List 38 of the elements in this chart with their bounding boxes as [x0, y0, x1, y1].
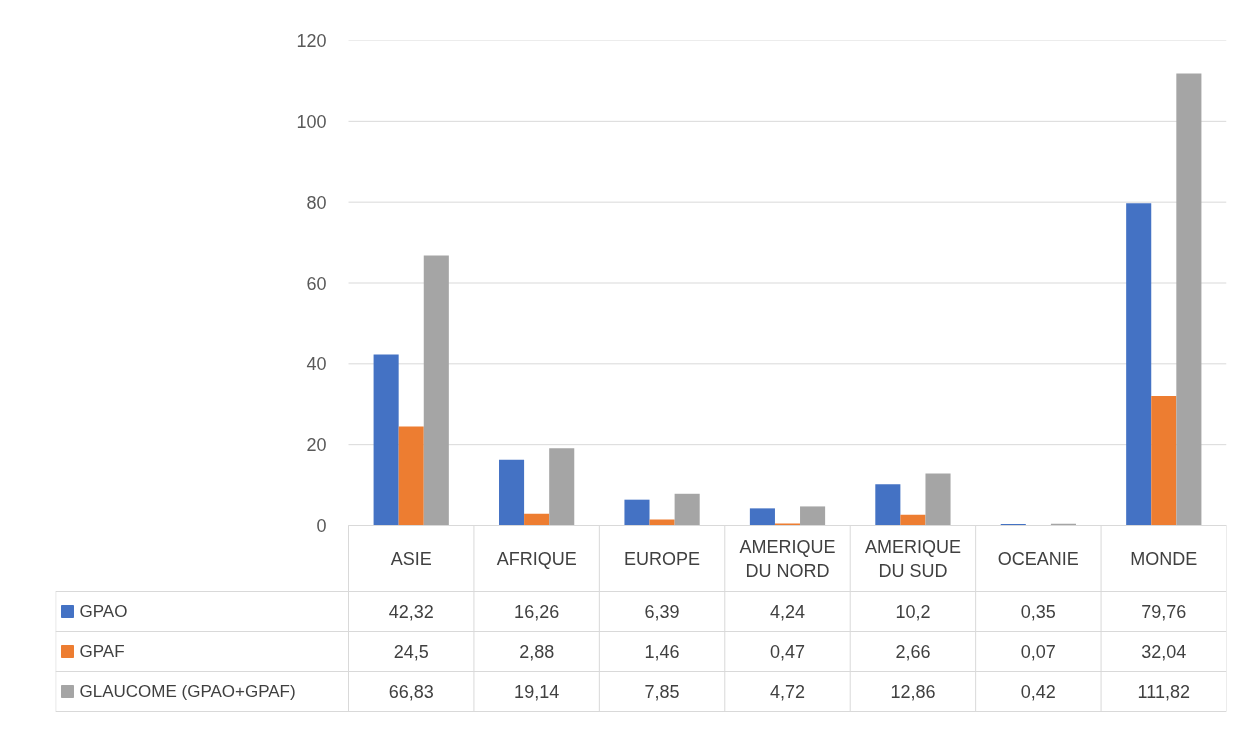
data-label: 0,42 [1020, 682, 1056, 702]
data-label: 4,24 [769, 602, 806, 622]
data-label: 42,32 [388, 602, 434, 622]
x-tick-label: MONDE [1130, 548, 1198, 569]
data-label: 0,35 [1020, 602, 1056, 622]
data-label: 10,2 [895, 602, 931, 622]
data-label: 12,86 [890, 682, 936, 702]
data-label: 32,04 [1141, 642, 1187, 662]
x-tick-label: OCEANIE [997, 548, 1079, 569]
data-label: 6,39 [644, 602, 680, 622]
data-label: 16,26 [514, 602, 560, 622]
data-label: 2,66 [895, 642, 931, 662]
x-tick-label: ASIE [390, 548, 432, 569]
x-tick-label: AMERIQUE DU NORD [739, 536, 836, 581]
x-tick-label: AMERIQUE DU SUD [864, 536, 961, 581]
x-tick-label: AFRIQUE [496, 548, 577, 569]
data-label: 0,07 [1020, 642, 1056, 662]
data-label: 24,5 [393, 642, 429, 662]
data-label: 4,72 [769, 682, 806, 702]
y-tick-label: 0 [316, 516, 327, 536]
y-tick-label: 40 [306, 354, 327, 375]
data-label: 0,47 [769, 642, 806, 662]
legend-label: GPAO [79, 602, 128, 621]
y-tick-label: 100 [296, 111, 327, 132]
data-label: 79,76 [1141, 602, 1187, 622]
y-tick-label: 80 [306, 192, 327, 213]
data-label: 1,46 [644, 642, 680, 662]
x-tick-label: EUROPE [624, 548, 701, 569]
data-label: 2,88 [519, 642, 555, 662]
data-label: 7,85 [644, 682, 680, 702]
legend-label: GPAF [79, 642, 125, 661]
y-tick-label: 60 [306, 273, 327, 294]
data-label: 66,83 [388, 682, 434, 702]
data-label: 111,82 [1137, 682, 1190, 702]
y-tick-label: 120 [296, 31, 327, 51]
legend-label: GLAUCOME (GPAO+GPAF) [79, 682, 296, 701]
y-tick-label: 20 [306, 435, 327, 456]
data-label: 19,14 [514, 682, 560, 702]
